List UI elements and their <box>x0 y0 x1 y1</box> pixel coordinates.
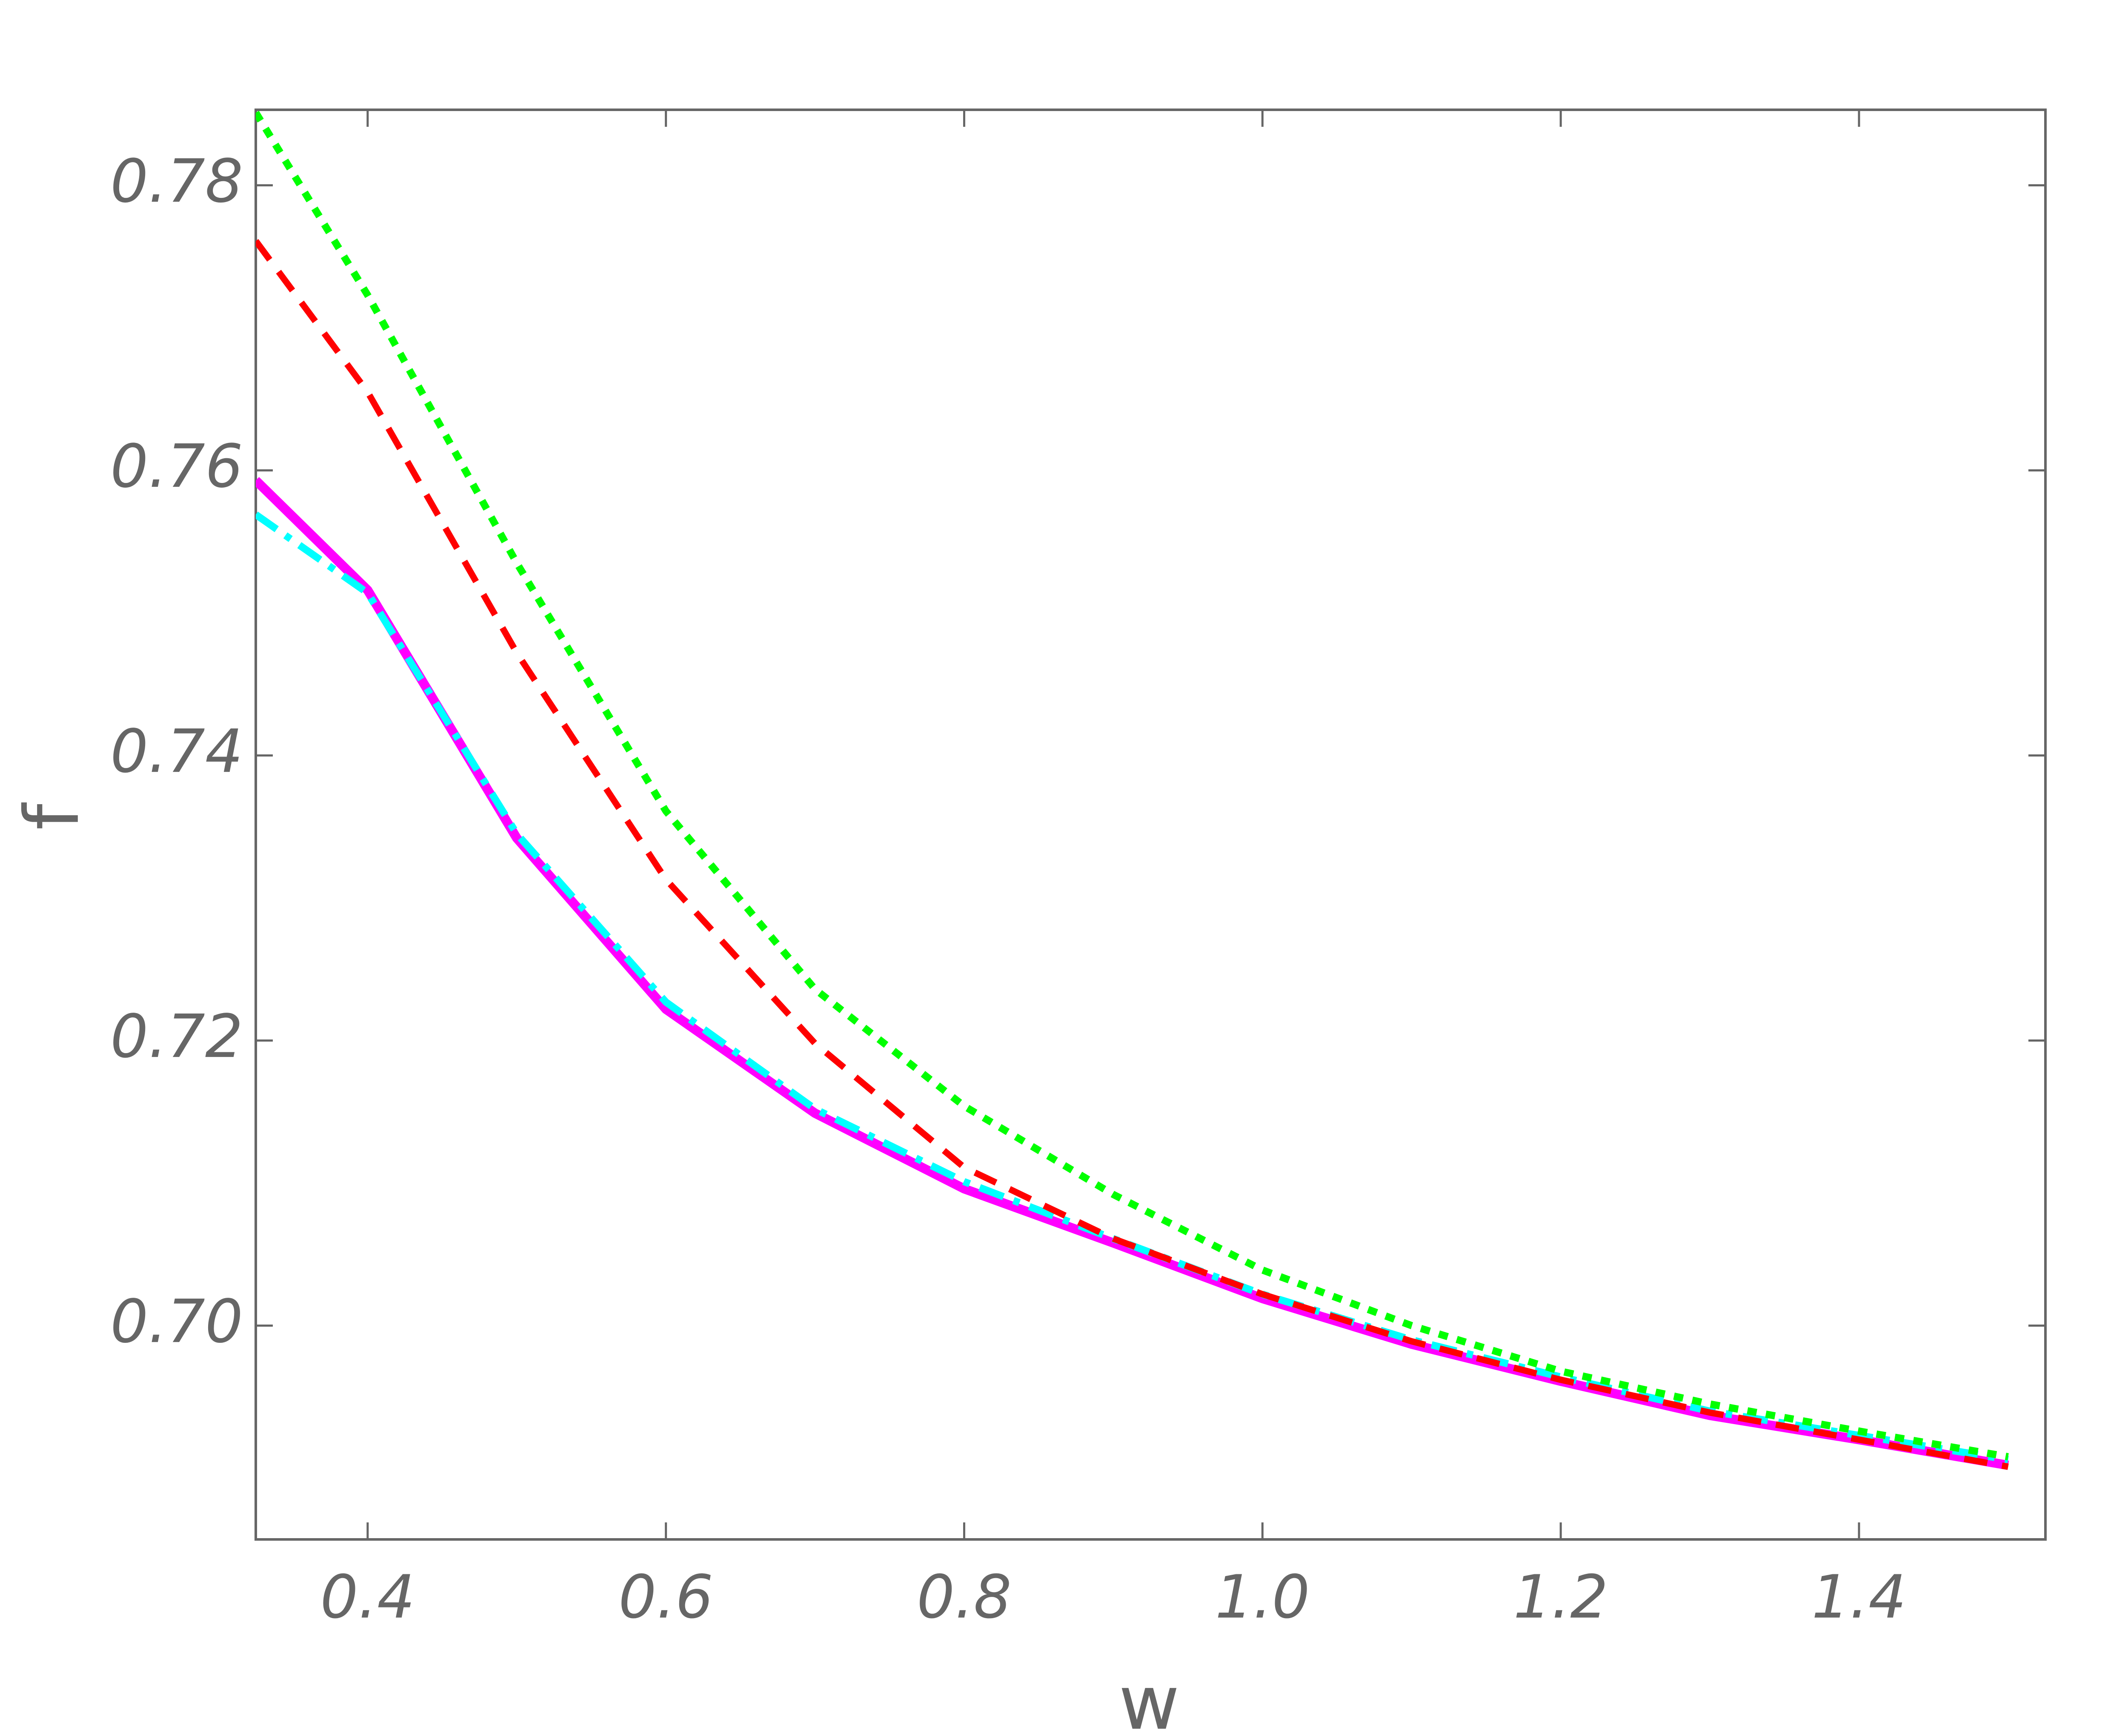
y-tick-label: 0.76 <box>110 432 243 501</box>
y-tick-label: 0.78 <box>110 147 243 216</box>
y-tick-label: 0.72 <box>110 1002 243 1071</box>
x-tick-label: 1.2 <box>1513 1563 1608 1632</box>
series-line <box>256 477 2009 1470</box>
series-line <box>256 239 2009 1470</box>
series-line <box>256 111 2009 1461</box>
x-tick-label: 1.4 <box>1812 1563 1907 1632</box>
y-tick-label: 0.74 <box>110 717 243 786</box>
x-tick-label: 0.6 <box>618 1563 713 1632</box>
plot-frame <box>255 108 2047 1541</box>
x-axis-label: w <box>1118 1660 1179 1736</box>
y-axis-label: f <box>9 802 96 830</box>
series-line <box>256 511 2009 1463</box>
y-tick-label: 0.70 <box>110 1287 243 1356</box>
x-tick-label: 0.8 <box>917 1563 1012 1632</box>
x-tick-label: 0.4 <box>320 1563 415 1632</box>
x-tick-label: 1.0 <box>1215 1563 1310 1632</box>
